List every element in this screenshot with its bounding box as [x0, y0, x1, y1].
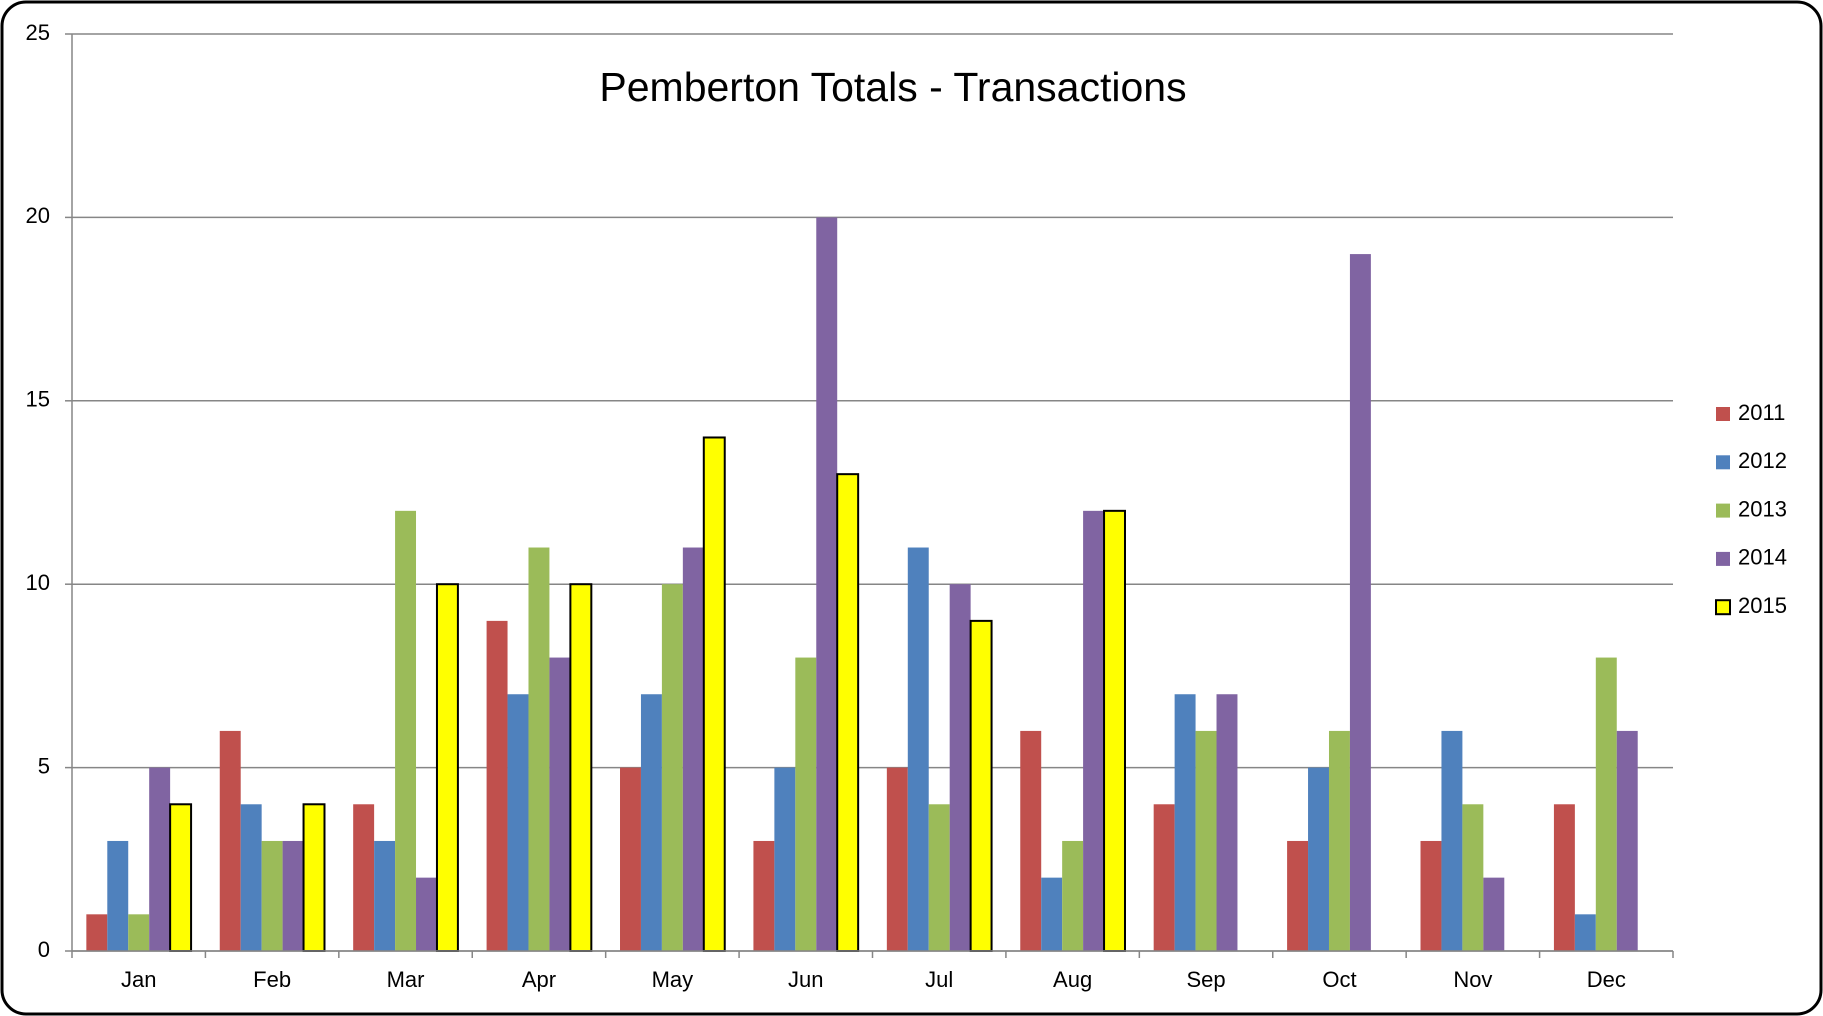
bar	[816, 217, 838, 951]
y-tick-label: 5	[38, 753, 50, 778]
bar	[795, 657, 817, 951]
bar	[702, 436, 726, 953]
bar	[1574, 914, 1596, 951]
bar	[374, 840, 396, 951]
bar	[1020, 730, 1042, 951]
legend-label: 2012	[1738, 448, 1787, 473]
x-tick-label: Nov	[1453, 967, 1492, 992]
x-tick-label: Jan	[121, 967, 156, 992]
y-tick-label: 15	[26, 387, 50, 412]
bar	[1062, 840, 1084, 951]
bar	[395, 510, 417, 951]
bar	[753, 840, 775, 951]
bar	[1483, 877, 1505, 951]
bar	[149, 767, 171, 951]
bar	[282, 840, 304, 951]
x-tick-label: Apr	[522, 967, 556, 992]
bar	[302, 803, 326, 953]
y-tick-label: 20	[26, 203, 50, 228]
bar	[886, 767, 908, 951]
bar	[528, 547, 550, 951]
bar	[128, 914, 150, 951]
x-tick-label: Mar	[387, 967, 425, 992]
legend-swatch	[1716, 551, 1730, 566]
legend-label: 2011	[1738, 400, 1785, 425]
legend-swatch	[1716, 455, 1730, 470]
bar	[435, 583, 459, 952]
bar	[1553, 804, 1575, 951]
bar	[416, 877, 437, 951]
bar	[240, 804, 262, 951]
x-tick-label: Oct	[1322, 967, 1356, 992]
bar	[1287, 840, 1309, 951]
bar	[1103, 509, 1126, 952]
bar	[1308, 767, 1329, 951]
bar	[1216, 694, 1238, 951]
x-tick-label: Jul	[925, 967, 953, 992]
legend-label: 2015	[1738, 593, 1787, 618]
x-tick-label: Dec	[1587, 967, 1626, 992]
bar	[1462, 804, 1484, 951]
bar	[169, 803, 193, 953]
bar	[1041, 877, 1063, 951]
bar	[1328, 730, 1350, 951]
bar	[353, 804, 375, 951]
legend-swatch	[1716, 503, 1730, 518]
y-tick-label: 25	[26, 20, 50, 45]
bar	[1441, 730, 1463, 951]
bar	[86, 914, 108, 951]
x-tick-label: Jun	[788, 967, 823, 992]
bar	[486, 620, 508, 951]
bar	[620, 767, 641, 951]
bar	[1616, 730, 1638, 951]
bar	[774, 767, 796, 951]
x-tick-label: Feb	[253, 967, 291, 992]
y-tick-label: 10	[26, 570, 50, 595]
x-tick-label: Sep	[1186, 967, 1225, 992]
bar	[949, 584, 971, 951]
bar	[219, 730, 241, 951]
bar	[640, 694, 662, 951]
bar	[507, 694, 529, 951]
legend-label: 2014	[1738, 545, 1787, 570]
bar	[907, 547, 929, 951]
y-tick-label: 0	[38, 937, 50, 962]
legend-label: 2013	[1738, 496, 1787, 521]
bar	[1595, 657, 1617, 951]
bar	[1195, 730, 1217, 951]
bar	[261, 840, 283, 951]
x-tick-label: Aug	[1053, 967, 1092, 992]
bar	[661, 584, 683, 951]
x-tick-label: May	[652, 967, 694, 992]
bar	[928, 804, 950, 951]
bar	[1083, 510, 1105, 951]
bar	[836, 473, 860, 952]
bar	[569, 583, 593, 952]
bar	[1153, 804, 1175, 951]
chart-title: Pemberton Totals - Transactions	[599, 64, 1186, 110]
bar	[107, 840, 129, 951]
legend-swatch	[1716, 407, 1730, 421]
bar	[682, 547, 704, 951]
bar	[549, 657, 571, 951]
bar	[1420, 840, 1442, 951]
bar	[1174, 694, 1196, 951]
legend-swatch	[1715, 599, 1731, 616]
bar	[969, 619, 993, 952]
bar	[1349, 254, 1371, 951]
